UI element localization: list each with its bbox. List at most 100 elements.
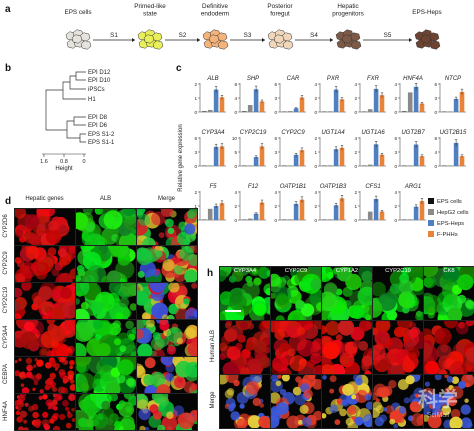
bar-eps-heps — [414, 145, 419, 166]
bar-hepg2-cells — [328, 165, 333, 166]
bar-f-phhs — [340, 198, 345, 220]
y-tick-label: 4 — [434, 150, 437, 155]
y-tick-label: 3 — [194, 150, 197, 155]
gene-title: CYP2C9 — [281, 130, 305, 136]
y-tick-label: 6 — [194, 136, 197, 141]
y-tick-label: 2 — [274, 204, 277, 209]
y-tick-label: 3 — [394, 150, 397, 155]
gene-title: ALB — [206, 76, 218, 82]
bar-hepg2-cells — [288, 111, 293, 112]
dendrogram-branch — [74, 117, 86, 125]
y-tick-label: 0 — [274, 110, 277, 115]
bar-hepg2-cells — [448, 165, 453, 166]
row-label: Merge — [210, 378, 216, 422]
panel-c-bar-charts: Relative gene expressionALB012SHP048CAR0… — [176, 60, 474, 260]
row-label: CEBPA — [3, 354, 9, 394]
bar-f-phhs — [460, 156, 465, 166]
micrograph-hnf4a-alb — [75, 393, 137, 431]
gene-title: OATP1B3 — [320, 184, 347, 190]
micrograph-cebpa-merge — [136, 356, 198, 394]
micrograph-cyp2c19-row1: CYP2C19 — [372, 266, 424, 321]
row-label: CYP2D6 — [3, 206, 9, 246]
step-label: S1 — [110, 32, 118, 39]
bar-eps-heps — [214, 206, 219, 220]
bar-f-phhs — [300, 150, 305, 166]
y-tick-label: 0 — [234, 218, 237, 223]
y-tick-label: 1 — [194, 96, 197, 101]
bar-f-phhs — [300, 200, 305, 220]
micrograph-cyp2c9-row3 — [270, 374, 322, 429]
legend-swatch — [428, 220, 434, 226]
bar-f-phhs — [380, 212, 385, 220]
y-tick-label: 0 — [194, 110, 197, 115]
y-tick-label: 4 — [234, 190, 237, 195]
y-tick-label: 2 — [394, 96, 397, 101]
bar-f-phhs — [300, 98, 305, 112]
channel-label: CK8 — [424, 268, 474, 274]
row-label: Human ALB — [210, 324, 216, 368]
scale-bar — [225, 310, 241, 312]
gene-title: UGT2B15 — [440, 130, 467, 136]
bar-eps-heps — [334, 90, 339, 112]
stage-label: Hepatic — [337, 3, 358, 10]
y-tick-label: 0 — [274, 164, 277, 169]
bar-eps-heps — [214, 147, 219, 166]
cell-cluster-icon — [415, 30, 440, 50]
gene-title: FXR — [367, 76, 380, 82]
gene-title: HNF4A — [403, 76, 423, 82]
legend-label: EPS-Heps — [437, 221, 464, 227]
micrograph-cyp2d6-alb — [75, 208, 137, 246]
micrograph-cyp3a4-row1: CYP3A4 — [219, 266, 271, 321]
y-tick-label: 2 — [314, 96, 317, 101]
bar-eps-cells — [242, 111, 247, 112]
y-tick-label: 1 — [354, 204, 357, 209]
bar-eps-heps — [214, 90, 219, 112]
channel-label: CYP3A4 — [220, 268, 270, 274]
bar-eps-heps — [294, 155, 299, 166]
micrograph-cyp2c19-alb — [75, 282, 137, 320]
micrograph-hnf4a-merge — [136, 393, 198, 431]
micrograph-cyp3a4-hepatic-genes — [14, 319, 76, 357]
stage-label: Posterior — [267, 3, 292, 10]
stage-label: EPS-Heps — [412, 9, 441, 16]
cell-cluster-icon — [138, 30, 163, 50]
cell-cluster-icon — [203, 30, 228, 50]
y-tick-label: 0 — [314, 218, 317, 223]
bar-hepg2-cells — [408, 165, 413, 166]
micrograph-cyp1a2-row2 — [321, 320, 373, 375]
bar-eps-heps — [454, 143, 459, 166]
y-tick-label: 0 — [394, 110, 397, 115]
arrow-head — [330, 38, 333, 42]
watermark-sub: SciMall — [405, 412, 471, 419]
panel-a-differentiation-scheme: EPS cellsPrimed-likestateDefinitiveendod… — [0, 0, 474, 60]
stage-label: Primed-like — [134, 3, 166, 10]
y-tick-label: 0 — [234, 110, 237, 115]
bar-f-phhs — [460, 92, 465, 112]
step-label: S2 — [179, 32, 187, 39]
legend-swatch — [428, 209, 434, 215]
y-tick-label: 6 — [434, 82, 437, 87]
channel-label: CYP1A2 — [322, 268, 372, 274]
channel-label: CYP2C9 — [271, 268, 321, 274]
bar-f-phhs — [420, 156, 425, 166]
bar-f-phhs — [260, 146, 265, 166]
bar-hepg2-cells — [408, 219, 413, 220]
bar-eps-heps — [454, 99, 459, 112]
bar-eps-heps — [414, 87, 419, 112]
cell-cluster-icon — [336, 30, 361, 50]
stage-label: Definitive — [202, 3, 228, 10]
bar-eps-heps — [374, 89, 379, 112]
y-tick-label: 2 — [314, 136, 317, 141]
y-tick-label: 2 — [394, 204, 397, 209]
bar-f-phhs — [420, 201, 425, 220]
gene-title: F5 — [209, 184, 217, 190]
dendrogram-branch — [46, 90, 67, 130]
bar-f-phhs — [220, 146, 225, 166]
gene-title: OATP1B1 — [280, 184, 307, 190]
column-header: ALB — [75, 196, 136, 202]
gene-title: SHP — [247, 76, 259, 82]
bar-eps-heps — [374, 144, 379, 166]
micrograph-cyp2d6-hepatic-genes — [14, 208, 76, 246]
micrograph-cyp2c19-row2 — [372, 320, 424, 375]
